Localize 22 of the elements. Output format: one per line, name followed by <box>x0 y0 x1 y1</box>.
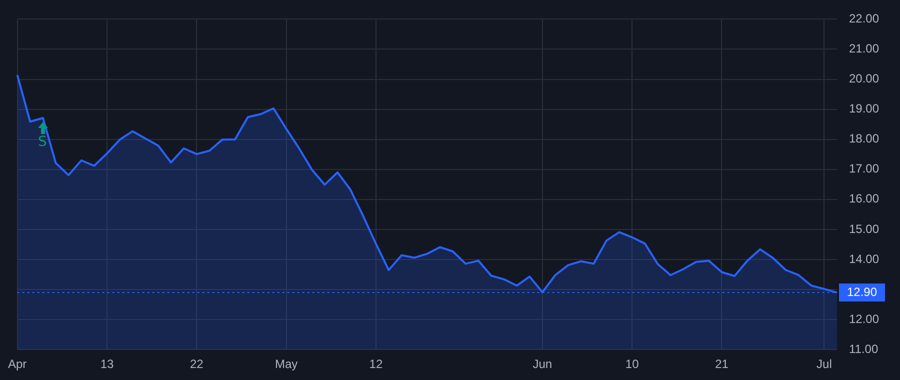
y-tick-label: 22.00 <box>849 12 880 26</box>
y-tick-label: 16.00 <box>849 192 880 206</box>
y-tick-label: 14.00 <box>849 252 880 266</box>
x-tick-label: Jun <box>532 357 552 372</box>
y-tick-label: 20.00 <box>849 72 880 86</box>
y-tick-label: 11.00 <box>849 342 878 356</box>
ref-line-label: 12.90 <box>846 284 878 299</box>
x-tick-label: 13 <box>100 357 114 372</box>
x-tick-label: 12 <box>369 357 383 372</box>
annotation: S <box>38 134 47 150</box>
y-tick-label: 17.00 <box>849 162 880 176</box>
y-tick-label: 18.00 <box>849 132 880 146</box>
y-tick-label: 15.00 <box>849 222 880 236</box>
y-tick-label: 19.00 <box>849 102 880 116</box>
x-tick-label: Apr <box>8 357 27 372</box>
x-tick-label: 22 <box>190 357 204 372</box>
x-tick-label: Jul <box>816 357 832 372</box>
x-tick-label: May <box>274 357 298 372</box>
x-tick-label: 10 <box>625 357 640 372</box>
y-tick-label: 21.00 <box>849 42 880 56</box>
x-tick-label: 21 <box>715 357 729 372</box>
y-tick-label: 12.00 <box>849 312 880 326</box>
